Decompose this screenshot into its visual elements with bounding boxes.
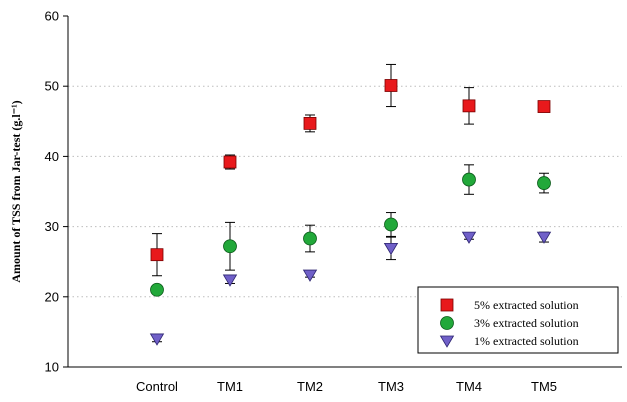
legend-marker [440,298,454,312]
y-tick-label: 40 [45,149,59,164]
data-point [384,79,398,92]
legend-label: 1% extracted solution [474,334,579,348]
data-point [222,274,238,287]
legend-marker [439,335,455,348]
data-point [149,333,165,346]
data-point [223,239,237,254]
data-layer [149,63,552,346]
data-point [537,100,551,113]
data-point [462,172,476,187]
data-point [303,117,317,130]
y-tick-label: 10 [45,360,59,375]
legend: 5% extracted solution 3% extracted soluti… [417,286,619,354]
x-tick-label: TM1 [217,379,243,394]
series-triangle-down [149,231,552,346]
data-point [302,269,318,282]
data-point [537,176,551,190]
y-tick-label: 20 [45,289,59,304]
x-tick-label: TM5 [531,379,557,394]
series-circle [150,164,551,297]
data-point [223,155,237,169]
x-tick-label: Control [136,379,178,394]
data-point [536,231,552,244]
data-point [384,217,398,232]
data-point [461,231,477,244]
y-tick-label: 30 [45,219,59,234]
axis-layer: 10 20 30 40 50 60 Control TM1 TM2 TM3 TM4 TM5 Amount… [9,9,622,394]
data-point [150,248,164,262]
y-tick-label: 50 [45,79,59,94]
grid-layer [68,85,622,298]
data-point [462,99,476,113]
x-tick-label: TM2 [297,379,323,394]
data-point [303,231,317,246]
legend-marker [440,316,454,330]
x-tick-label: TM4 [456,379,482,394]
legend-label: 5% extracted solution [474,298,579,312]
y-tick-label: 60 [45,9,59,24]
legend-label: 3% extracted solution [474,316,579,330]
x-tick-label: TM3 [378,379,404,394]
series-square [150,63,551,277]
y-axis-label: Amount of TSS from Jar-test (g.l⁻¹) [9,100,23,282]
data-point [383,242,399,256]
data-point [150,282,164,297]
